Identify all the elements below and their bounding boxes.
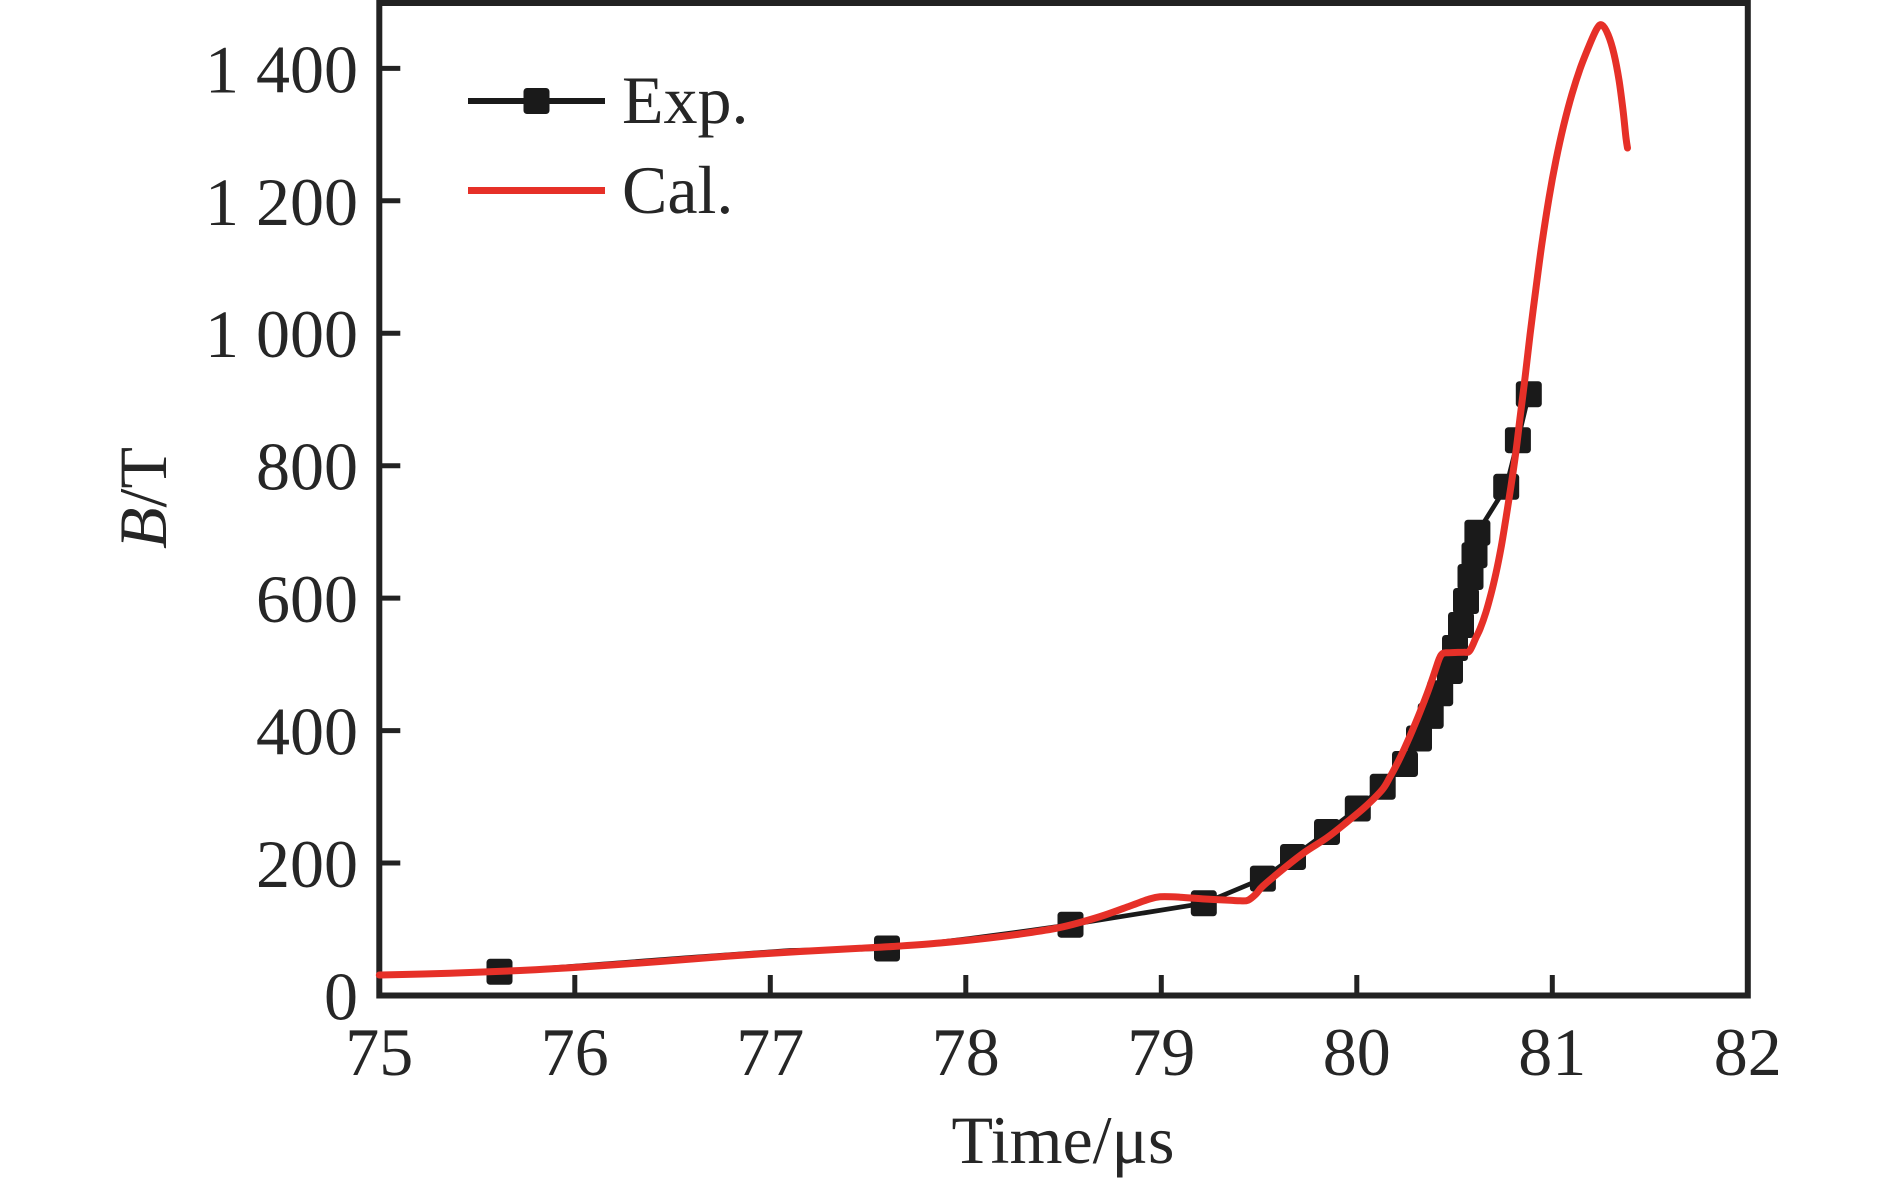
svg-text:77: 77 (736, 1014, 804, 1090)
svg-text:1 400: 1 400 (205, 31, 358, 107)
svg-text:400: 400 (256, 694, 358, 770)
svg-text:600: 600 (256, 561, 358, 637)
svg-text:1 000: 1 000 (205, 296, 358, 372)
svg-text:Exp.: Exp. (622, 62, 749, 138)
svg-text:0: 0 (324, 959, 358, 1035)
svg-text:Cal.: Cal. (622, 152, 733, 228)
svg-text:75: 75 (345, 1014, 413, 1090)
svg-text:200: 200 (256, 826, 358, 902)
svg-text:79: 79 (1127, 1014, 1195, 1090)
svg-text:B/T: B/T (105, 447, 181, 549)
svg-text:Time/μs: Time/μs (952, 1102, 1175, 1178)
svg-text:80: 80 (1323, 1014, 1391, 1090)
svg-text:76: 76 (541, 1014, 609, 1090)
svg-text:78: 78 (932, 1014, 1000, 1090)
svg-text:800: 800 (256, 429, 358, 505)
svg-text:82: 82 (1714, 1014, 1782, 1090)
svg-text:1 200: 1 200 (205, 164, 358, 240)
svg-text:81: 81 (1518, 1014, 1586, 1090)
